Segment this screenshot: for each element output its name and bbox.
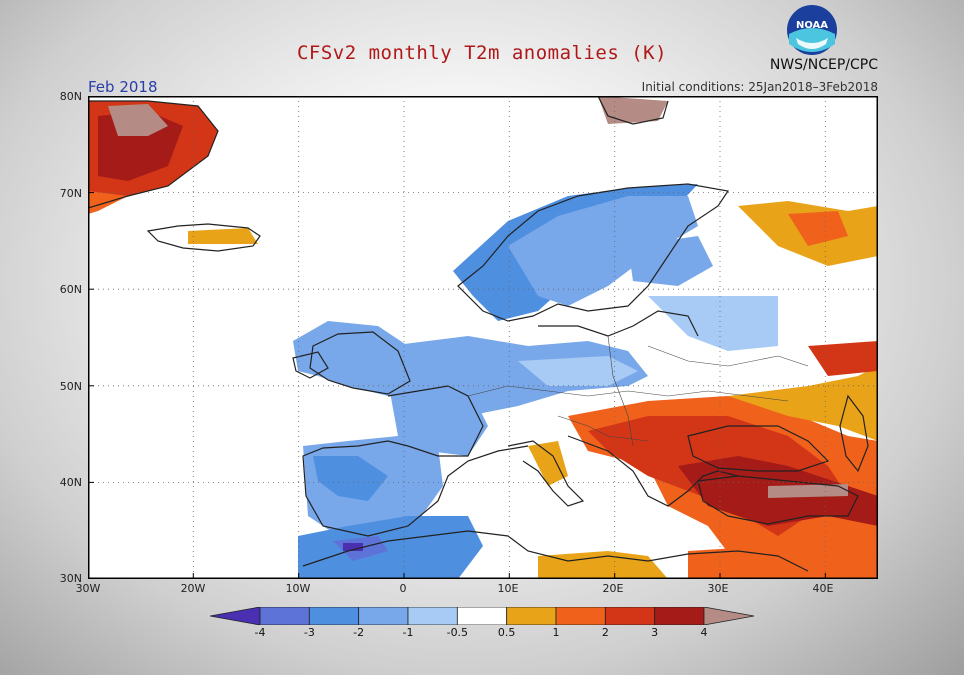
greenland-extreme <box>108 104 168 136</box>
iceland-warm <box>188 228 258 244</box>
colorbar-label: -0.5 <box>446 626 469 639</box>
noaa-logo: NOAA <box>786 4 838 56</box>
baltic-coast <box>538 310 699 337</box>
noaa-logo-text: NOAA <box>796 20 828 31</box>
europe-west-coast <box>302 385 529 537</box>
british-isles-coast <box>292 331 411 395</box>
colorbar-label: -4 <box>254 626 266 639</box>
lon-label-20w: 20W <box>180 582 206 595</box>
caspian-warm <box>808 341 878 376</box>
libya-warm <box>538 551 668 579</box>
forecast-month: Feb 2018 <box>88 78 158 96</box>
france-cold <box>388 381 488 456</box>
border-east-europe <box>607 335 634 447</box>
caspian-coast <box>839 394 869 473</box>
colorbar-label: -1 <box>402 626 414 639</box>
colorbar-label: -3 <box>303 626 315 639</box>
colorbar <box>210 607 754 625</box>
colorbar-cell <box>506 607 557 625</box>
lat-label-70n: 70N <box>59 187 82 200</box>
svalbard-coast <box>597 96 669 125</box>
central-europe-light <box>518 356 638 386</box>
colorbar-cell <box>259 607 310 625</box>
map-frame <box>88 96 878 579</box>
colorbar-label: 2 <box>601 626 609 639</box>
lat-label-60n: 60N <box>59 283 82 296</box>
colorbar-cell <box>358 607 409 625</box>
map-title: CFSv2 monthly T2m anomalies (K) <box>296 42 668 64</box>
finland-light <box>628 236 713 286</box>
turkey-extreme <box>768 484 848 498</box>
lat-label-80n: 80N <box>59 90 82 103</box>
colorbar-cell <box>456 607 508 625</box>
graticule <box>88 96 878 579</box>
border-central-europe <box>467 385 789 402</box>
lon-label-0: 0 <box>399 582 407 595</box>
lon-label-10e: 10E <box>497 582 519 595</box>
lon-label-20e: 20E <box>602 582 624 595</box>
country-borders <box>467 335 809 447</box>
colorbar-label: 3 <box>651 626 659 639</box>
colorbar-label: 0.5 <box>497 626 516 639</box>
colorbar-label: 1 <box>552 626 560 639</box>
iberia-deep <box>313 456 388 501</box>
lat-label-40n: 40N <box>59 476 82 489</box>
scandinavia-coast <box>457 183 730 322</box>
colorbar-cell <box>654 607 705 625</box>
italy-warm <box>528 441 568 486</box>
svalbard-extreme <box>598 96 668 124</box>
lon-label-40e: 40E <box>812 582 834 595</box>
colorbar-cell <box>604 607 656 625</box>
colorbar-low-end <box>210 607 261 625</box>
initial-conditions: Initial conditions: 25Jan2018–3Feb2018 <box>641 80 878 94</box>
anomaly-map <box>88 96 878 579</box>
agency-label: NWS/NCEP/CPC <box>769 57 878 73</box>
scandinavia-light <box>508 196 698 306</box>
lon-label-10w: 10W <box>285 582 311 595</box>
lat-label-30n: 30N <box>59 572 82 585</box>
lon-label-30e: 30E <box>707 582 729 595</box>
colorbar-label: 4 <box>700 626 708 639</box>
italy-coast <box>507 440 585 507</box>
lat-label-50n: 50N <box>59 380 82 393</box>
iceland-coast <box>146 223 261 252</box>
colorbar-cell <box>555 607 606 625</box>
border-ukraine <box>647 345 809 367</box>
greenland-coast <box>88 100 219 209</box>
border-balkans <box>557 415 649 442</box>
balkans-coast <box>567 435 739 507</box>
colorbar-label: -2 <box>353 626 365 639</box>
black-sea-coast <box>687 425 830 472</box>
north-africa-coast <box>302 530 809 572</box>
colorbar-high-end <box>703 607 754 625</box>
colorbar-cell <box>308 607 360 625</box>
ural-warm-core <box>788 211 848 246</box>
north-africa-cold <box>298 516 483 579</box>
colorbar-cell <box>407 607 458 625</box>
lon-label-30w: 30W <box>75 582 101 595</box>
russia-light-cold <box>648 296 778 351</box>
